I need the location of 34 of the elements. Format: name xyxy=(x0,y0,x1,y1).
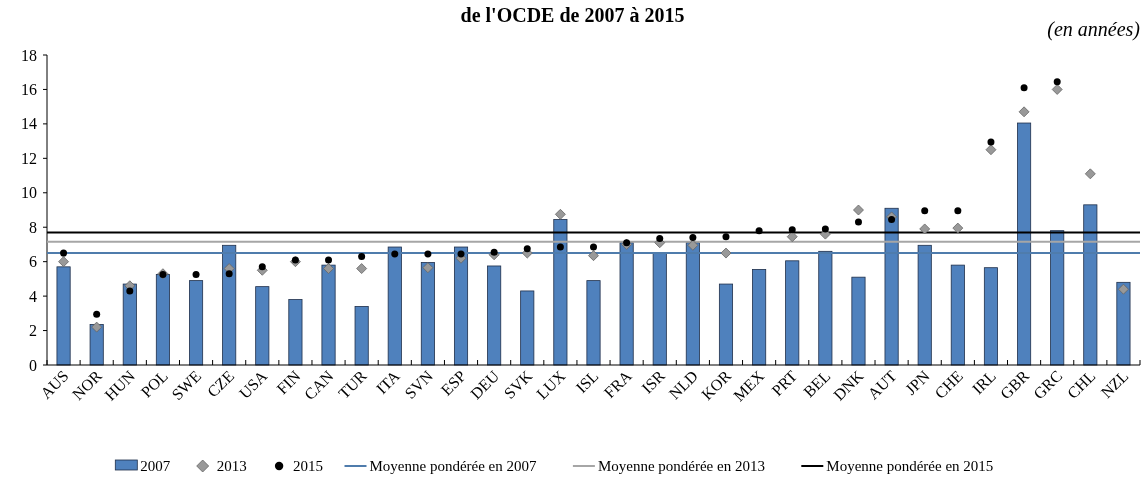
y-tick-label: 14 xyxy=(21,115,37,133)
y-tick-label: 10 xyxy=(21,184,37,202)
x-tick-label: USA xyxy=(235,366,271,402)
legend-label: 2013 xyxy=(216,458,247,475)
y-tick-label: 16 xyxy=(21,81,37,99)
x-tick-label: TUR xyxy=(335,366,370,402)
x-tick-label: ITA xyxy=(372,366,404,398)
x-tick-label: BEL xyxy=(800,367,834,401)
legend-label: Moyenne pondérée en 2013 xyxy=(597,458,765,475)
x-tick-label: JPN xyxy=(901,366,934,398)
x-tick-label: POL xyxy=(137,367,172,401)
legend-label: Moyenne pondérée en 2015 xyxy=(826,458,994,475)
legend-label: 2007 xyxy=(140,458,171,475)
x-tick-label: FRA xyxy=(600,366,636,402)
x-tick-label: CHE xyxy=(931,367,966,402)
legend-label: Moyenne pondérée en 2007 xyxy=(369,458,538,475)
y-tick-label: 6 xyxy=(29,253,37,271)
y-tick-label: 8 xyxy=(29,218,37,236)
x-tick-label: ISL xyxy=(572,367,602,397)
chart-title: de l'OCDE de 2007 à 2015 xyxy=(460,4,685,26)
x-tick-label: NZL xyxy=(1097,367,1132,402)
text: (en années) xyxy=(1047,18,1141,41)
legend-label: 2015 xyxy=(293,458,324,475)
y-tick-label: 18 xyxy=(21,46,37,64)
x-tick-label: ESP xyxy=(437,367,470,399)
y-tick-label: 12 xyxy=(21,149,37,167)
x-tick-label: ISR xyxy=(638,366,669,397)
y-tick-label: 4 xyxy=(29,287,37,305)
y-tick-label: 2 xyxy=(29,322,37,340)
x-tick-label: FIN xyxy=(273,366,304,398)
x-tick-label: CHL xyxy=(1063,367,1099,402)
x-tick-label: PRT xyxy=(768,366,801,400)
y-tick-label: 0 xyxy=(29,356,37,374)
x-tick-label: CZE xyxy=(203,367,238,401)
